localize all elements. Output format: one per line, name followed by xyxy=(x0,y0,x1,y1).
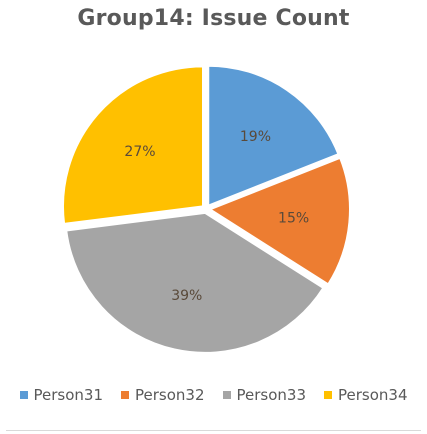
data-label-person31: 19% xyxy=(240,129,271,145)
legend-label: Person31 xyxy=(33,386,104,404)
bottom-divider xyxy=(6,430,421,431)
legend-label: Person34 xyxy=(338,386,408,404)
pie-slice-person34 xyxy=(62,65,204,226)
legend-label: Person32 xyxy=(135,386,205,404)
legend-item-person33: Person33 xyxy=(222,386,307,404)
data-label-person32: 15% xyxy=(278,210,309,226)
data-label-person34: 27% xyxy=(124,144,155,160)
pie-data-labels: 19% 15% 39% 27% xyxy=(124,129,309,304)
legend-swatch xyxy=(19,391,28,399)
pie-slices xyxy=(62,64,351,354)
data-label-person33: 39% xyxy=(171,288,202,304)
pie-slice-person33 xyxy=(65,211,325,354)
chart-legend: Person31 Person32 Person33 Person34 xyxy=(0,386,427,404)
legend-item-person34: Person34 xyxy=(324,386,408,404)
legend-swatch xyxy=(121,391,129,399)
pie-slice-person31 xyxy=(207,64,340,208)
legend-swatch xyxy=(222,391,231,399)
legend-label: Person33 xyxy=(236,386,307,404)
legend-item-person32: Person32 xyxy=(121,386,205,404)
legend-swatch xyxy=(324,391,332,399)
pie-slice-person32 xyxy=(207,156,351,286)
legend-item-person31: Person31 xyxy=(19,386,104,404)
chart-title: Group14: Issue Count xyxy=(77,6,350,31)
